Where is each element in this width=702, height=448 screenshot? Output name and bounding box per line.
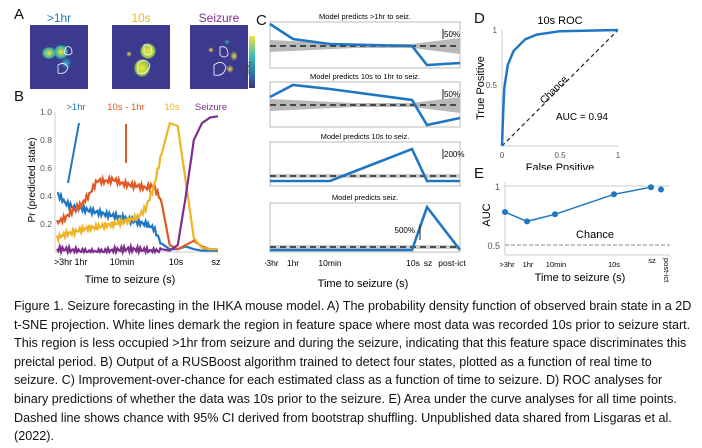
e-xtick: post-ict bbox=[662, 258, 671, 283]
c-series-line bbox=[270, 147, 460, 183]
tsne-title-10s: 10s bbox=[131, 11, 151, 25]
b-ytick: 0.4 bbox=[40, 191, 52, 201]
panel-d-chart: 10s ROC 1 0.5 0 0.5 1 False Positive Tru… bbox=[475, 15, 621, 170]
e-y-label: AUC bbox=[481, 203, 493, 226]
tsne-title-seizure: Seizure bbox=[198, 11, 240, 25]
d-y-label: True Positive bbox=[475, 56, 487, 120]
e-ytick: 1 bbox=[495, 182, 500, 192]
legend-seizure: Seizure bbox=[195, 102, 227, 113]
c-xtick: post-ict bbox=[438, 258, 466, 268]
panel-e-chart: 1 0.5 AUC Chance >3hr 1hr 10min 10s sz p… bbox=[481, 182, 671, 284]
b-xtick: >3hr bbox=[54, 257, 72, 267]
b-series-line bbox=[56, 191, 218, 252]
d-xtick: 0 bbox=[500, 151, 505, 160]
e-x-label: Time to seizure (s) bbox=[535, 272, 626, 284]
d-chance-label: Chance bbox=[538, 74, 570, 106]
panel-label-b: B bbox=[14, 88, 25, 105]
b-xtick: 10min bbox=[110, 257, 135, 267]
e-auc-point bbox=[648, 184, 654, 191]
tsne-density-10s bbox=[112, 25, 170, 89]
c-scale-label: 50% bbox=[444, 30, 460, 39]
d-title: 10s ROC bbox=[537, 15, 582, 27]
e-auc-point bbox=[552, 211, 558, 218]
c-subplot-title: Model predicts >1hr to seiz. bbox=[319, 12, 411, 21]
d-xtick: 0.5 bbox=[554, 151, 566, 160]
colorbar bbox=[249, 36, 255, 88]
c-subplot-title: Model predicts seiz. bbox=[332, 193, 398, 202]
colorbar-label: Prob. bbox=[244, 62, 250, 77]
c-xtick: 10s bbox=[406, 258, 420, 268]
b-xtick: 10s bbox=[169, 257, 184, 267]
roc-chance-line bbox=[501, 29, 619, 147]
c-subplot-title: Model predicts 10s to 1hr to seiz. bbox=[310, 72, 420, 81]
c-series-line bbox=[269, 22, 461, 67]
figure-caption: Figure 1. Seizure forecasting in the IHK… bbox=[14, 299, 692, 444]
e-auc-line bbox=[504, 186, 652, 223]
tsne-density-gt1hr bbox=[30, 25, 88, 89]
panel-label-d: D bbox=[474, 10, 485, 27]
legend-gt1hr: >1hr bbox=[66, 102, 85, 113]
panel-label-a: A bbox=[14, 6, 25, 23]
panel-b-chart: Pr (predicted state) 0.2 0.4 0.6 0.8 1.0… bbox=[27, 102, 227, 286]
e-xtick: >3hr bbox=[499, 260, 515, 269]
b-ytick: 1.0 bbox=[40, 107, 52, 117]
c-xtick: >3hr bbox=[265, 258, 279, 268]
e-xtick: 10min bbox=[546, 260, 566, 269]
e-auc-point bbox=[658, 186, 664, 193]
panel-label-c: C bbox=[256, 12, 267, 29]
d-ytick: 0.5 bbox=[486, 81, 498, 90]
b-series-line bbox=[55, 121, 218, 251]
c-subplot-frame bbox=[269, 141, 461, 187]
e-xtick: 1hr bbox=[523, 260, 534, 269]
b-series-line bbox=[55, 173, 218, 251]
c-series-line bbox=[270, 204, 462, 252]
c-series-line bbox=[269, 83, 461, 127]
d-xtick: 1 bbox=[616, 151, 621, 160]
e-ytick: 0.5 bbox=[487, 241, 500, 251]
panel-c-chart: Model predicts >1hr to seiz. 50% Model pre… bbox=[265, 12, 466, 290]
b-xtick: 1hr bbox=[74, 257, 87, 267]
c-scale-label: 50% bbox=[444, 90, 460, 99]
panel-label-e: E bbox=[474, 165, 485, 182]
c-x-label: Time to seizure (s) bbox=[318, 278, 409, 290]
b-ytick: 0.2 bbox=[40, 219, 52, 229]
roc-curve bbox=[500, 28, 619, 147]
e-auc-point bbox=[611, 191, 617, 198]
c-scale-label: 200% bbox=[444, 150, 464, 159]
tsne-density-seizure bbox=[190, 25, 248, 89]
legend-10s: 10s bbox=[164, 102, 180, 113]
c-subplot-title: Model predicts 10s to seiz. bbox=[321, 132, 410, 141]
c-xtick: sz bbox=[424, 258, 433, 268]
b-ytick: 0.8 bbox=[40, 135, 52, 145]
d-ytick: 1 bbox=[493, 26, 498, 35]
e-xtick: 10s bbox=[608, 260, 620, 269]
e-auc-point bbox=[502, 209, 508, 215]
legend-10s-1hr: 10s - 1hr bbox=[107, 102, 145, 113]
e-xtick: sz bbox=[648, 256, 656, 265]
b-y-label: Pr (predicted state) bbox=[27, 137, 38, 222]
b-ytick: 0.6 bbox=[40, 163, 52, 173]
d-auc-annotation: AUC = 0.94 bbox=[556, 112, 608, 123]
b-xtick: sz bbox=[212, 257, 222, 267]
e-auc-point bbox=[524, 218, 530, 225]
c-xtick: 1hr bbox=[287, 258, 299, 268]
e-chance-label: Chance bbox=[576, 229, 614, 241]
tsne-title-gt1hr: >1hr bbox=[46, 11, 72, 25]
d-x-label: False Positive bbox=[526, 162, 594, 170]
b-series-line bbox=[56, 115, 219, 257]
c-xtick: 10min bbox=[318, 258, 341, 268]
c-subplot-frame bbox=[269, 202, 461, 253]
b-x-label: Time to seizure (s) bbox=[85, 274, 176, 286]
c-scale-label: 500% bbox=[395, 226, 415, 235]
